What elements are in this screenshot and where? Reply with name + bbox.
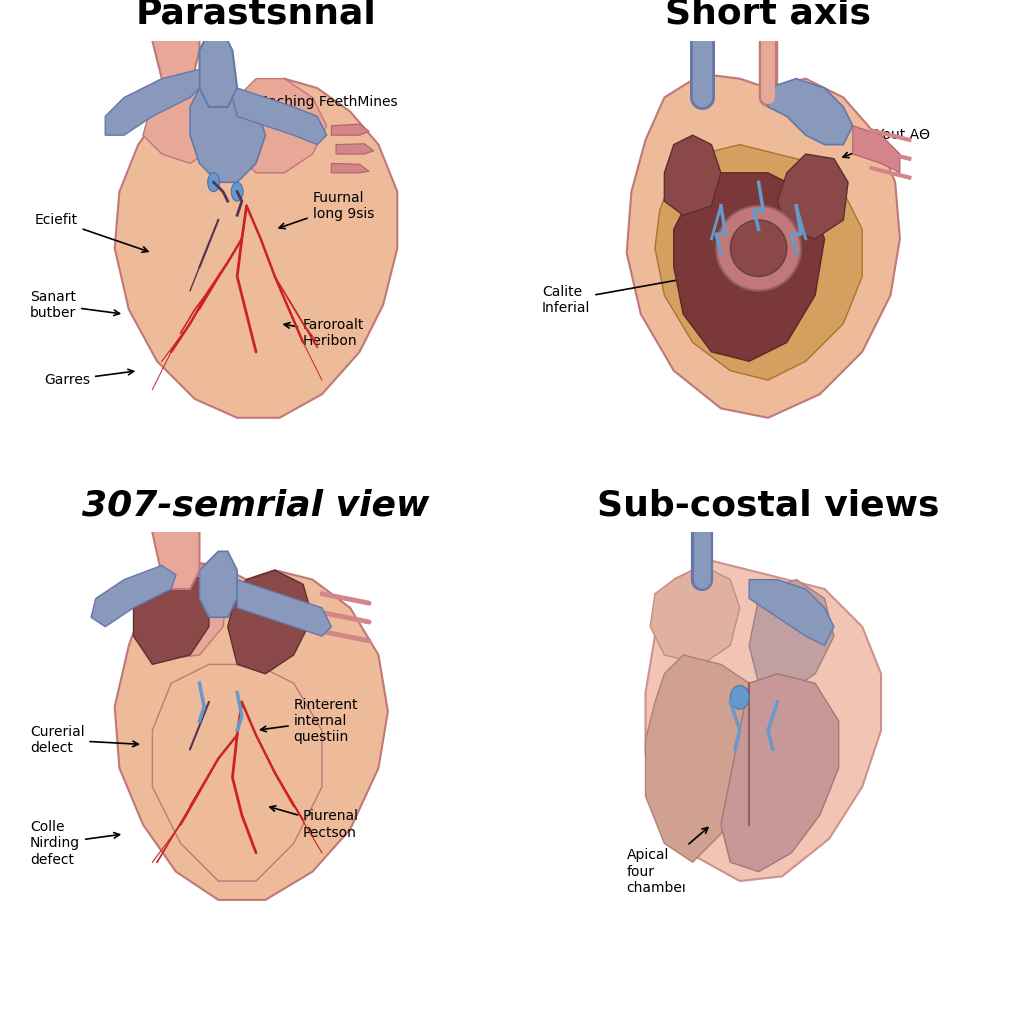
Text: Fuurnal
long 9sis: Fuurnal long 9sis (280, 190, 374, 228)
Polygon shape (332, 124, 369, 135)
Ellipse shape (730, 220, 786, 276)
Polygon shape (227, 570, 312, 674)
Polygon shape (777, 154, 848, 239)
Polygon shape (721, 674, 839, 871)
Polygon shape (190, 79, 265, 182)
Polygon shape (674, 173, 824, 361)
Polygon shape (91, 565, 176, 627)
Text: Apical
four
chambeı: Apical four chambeı (627, 827, 708, 895)
Polygon shape (665, 135, 721, 215)
Polygon shape (133, 570, 209, 665)
Polygon shape (138, 561, 227, 659)
Polygon shape (153, 665, 322, 881)
Text: Piurenal
Pectson: Piurenal Pectson (270, 806, 359, 840)
Text: Colle
Nirding
defect: Colle Nirding defect (30, 820, 120, 866)
Ellipse shape (208, 173, 219, 191)
Polygon shape (115, 561, 388, 900)
Polygon shape (645, 561, 881, 881)
Text: Maching FeethMines: Maching FeethMines (223, 95, 397, 126)
Text: 307-semrial view: 307-semrial view (82, 488, 430, 522)
Polygon shape (232, 88, 327, 144)
Text: Sub-costal views: Sub-costal views (597, 488, 939, 522)
Polygon shape (750, 580, 834, 645)
Polygon shape (750, 580, 834, 692)
Text: Parastsnnal: Parastsnnal (135, 0, 377, 31)
Polygon shape (655, 144, 862, 380)
Polygon shape (336, 143, 374, 154)
Text: Short axis: Short axis (665, 0, 871, 31)
Ellipse shape (730, 686, 750, 709)
Polygon shape (627, 74, 900, 418)
Text: Faroroalt
Heribon: Faroroalt Heribon (284, 317, 365, 348)
Text: Calite
Inferial: Calite Inferial (542, 275, 693, 315)
Polygon shape (200, 551, 238, 617)
Text: Curerial
delect: Curerial delect (30, 725, 138, 755)
Polygon shape (650, 565, 739, 665)
Polygon shape (153, 504, 200, 589)
Ellipse shape (231, 182, 243, 201)
Text: Sanart
butber: Sanart butber (30, 290, 120, 319)
Polygon shape (200, 32, 238, 106)
Polygon shape (853, 126, 900, 173)
Text: Eciefit: Eciefit (35, 213, 148, 252)
Polygon shape (153, 12, 200, 97)
Polygon shape (645, 655, 750, 862)
Ellipse shape (716, 206, 801, 291)
Text: IYout AΘ: IYout AΘ (843, 128, 930, 158)
Polygon shape (143, 70, 227, 164)
Text: Rinterent
internal
questiin: Rinterent internal questiin (260, 697, 358, 744)
Text: Garres: Garres (44, 370, 134, 387)
Polygon shape (115, 74, 397, 418)
Polygon shape (232, 79, 327, 173)
Polygon shape (768, 79, 853, 144)
Polygon shape (105, 70, 200, 135)
Polygon shape (332, 164, 369, 173)
Polygon shape (238, 580, 332, 636)
